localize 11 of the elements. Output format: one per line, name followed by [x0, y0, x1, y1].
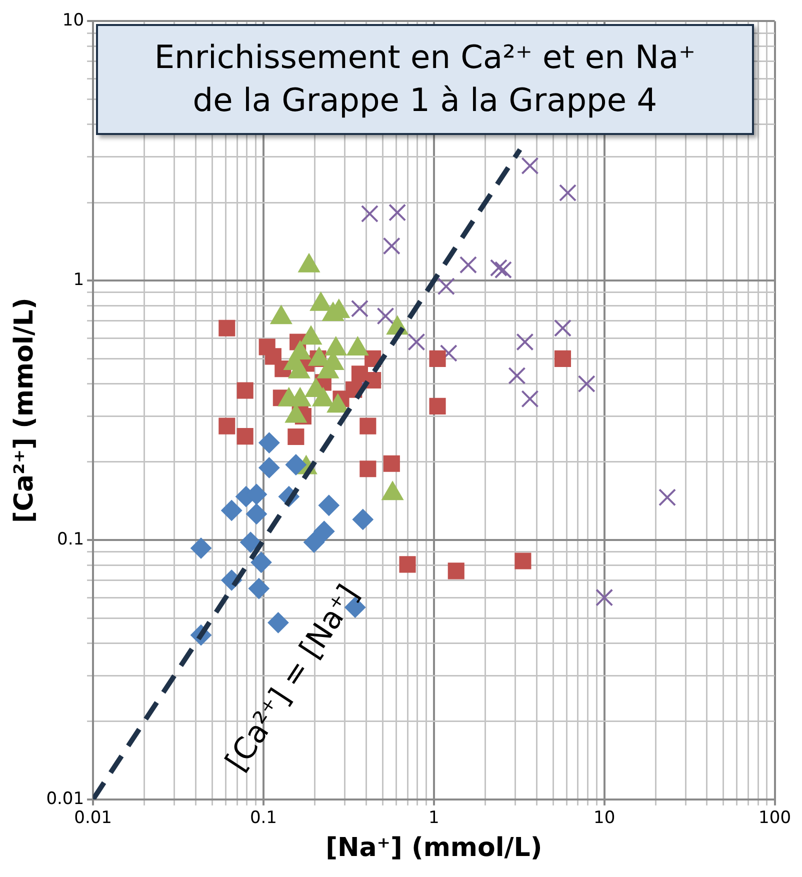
x-axis-title: [Na⁺] (mmol/L)	[326, 833, 542, 864]
y-axis-title: [Ca²⁺] (mmol/L)	[9, 298, 40, 523]
x-tick-label: 10	[594, 808, 616, 828]
y-tick-label: 0.01	[46, 788, 84, 809]
x-tick-label: 0.1	[250, 808, 278, 828]
x-tick-label: 100	[758, 808, 792, 828]
title-box: Enrichissement en Ca²⁺ et en Na⁺ de la Grappe 1 à la Grappe 4	[96, 24, 754, 135]
y-tick-label: 0.1	[57, 529, 84, 550]
x-tick-label: 1	[428, 808, 440, 828]
y-tick-label: 1	[73, 270, 84, 290]
y-tick-label: 10	[62, 10, 84, 31]
